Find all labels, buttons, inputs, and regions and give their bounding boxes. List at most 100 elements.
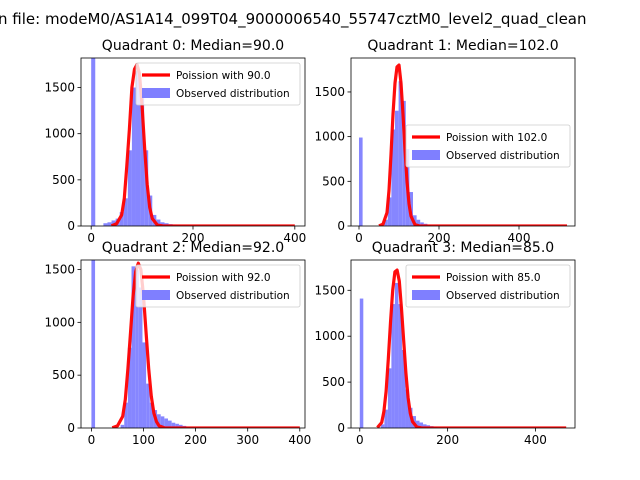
x-tick-label: 400 — [508, 231, 531, 245]
subplot-title: Quadrant 2: Median=92.0 — [102, 240, 284, 256]
histogram-bar — [416, 420, 420, 428]
histogram-bar — [149, 402, 154, 428]
histogram-bar — [175, 423, 179, 428]
histogram-bar — [384, 219, 388, 226]
histogram-bar — [380, 424, 385, 428]
y-tick-label: 500 — [322, 375, 345, 389]
legend-box — [405, 124, 571, 168]
y-tick-label: 1000 — [314, 329, 345, 343]
histogram-bar — [146, 383, 150, 428]
histogram-bar — [160, 416, 165, 428]
histogram-bar — [120, 424, 125, 428]
x-tick-label: 100 — [132, 433, 155, 447]
histogram-bar — [135, 70, 141, 226]
histogram-bar — [157, 414, 161, 428]
y-tick-label: 0 — [337, 219, 345, 233]
histogram-bar — [124, 402, 128, 428]
axes-frame — [80, 259, 306, 429]
legend: Poission with 102.0 Observed distribution — [405, 124, 571, 168]
subplot-title: Quadrant 0: Median=90.0 — [102, 38, 284, 54]
histogram-bar — [127, 347, 132, 428]
histogram-bar — [127, 150, 132, 226]
legend-label: Observed distribution — [176, 88, 290, 100]
x-tick-label: 0 — [88, 433, 96, 447]
histogram-bar — [423, 424, 427, 428]
legend: Poission with 85.0 Observed distribution — [405, 264, 571, 308]
legend-bar-swatch — [412, 150, 440, 160]
histogram-bar — [384, 409, 388, 428]
poisson-curve — [376, 268, 567, 428]
subplot-title: Quadrant 1: Median=102.0 — [367, 38, 558, 54]
histogram-bar — [91, 260, 96, 428]
legend-label: Poission with 92.0 — [176, 272, 271, 284]
y-tick-label: 1500 — [44, 81, 75, 95]
x-tick-label: 200 — [182, 231, 205, 245]
histogram-bar — [131, 266, 136, 428]
histogram-bar — [167, 420, 172, 428]
legend-bar-swatch — [142, 290, 170, 300]
histogram-bar — [156, 219, 161, 226]
y-tick-label: 1000 — [44, 315, 75, 329]
legend-label: Poission with 102.0 — [446, 132, 547, 144]
histogram-bar — [107, 222, 112, 226]
legend-label: Observed distribution — [446, 290, 560, 302]
x-tick-label: 0 — [87, 231, 95, 245]
x-tick-label: 0 — [356, 433, 364, 447]
histogram-bar — [398, 304, 402, 428]
histogram-bar — [164, 418, 168, 428]
histogram-bar — [359, 298, 364, 428]
y-tick-label: 0 — [67, 219, 75, 233]
y-tick-label: 0 — [67, 421, 75, 435]
histogram-bar — [398, 81, 403, 226]
legend-label: Observed distribution — [446, 150, 560, 162]
y-tick-label: 500 — [322, 174, 345, 188]
x-tick-label: 200 — [428, 231, 451, 245]
y-tick-label: 0 — [337, 421, 345, 435]
legend-box — [135, 264, 301, 308]
histogram-bar — [387, 368, 392, 428]
histogram-bar — [394, 282, 399, 428]
x-tick-label: 300 — [236, 433, 259, 447]
x-tick-label: 400 — [283, 231, 306, 245]
histogram-bar — [405, 389, 409, 428]
figure-title: n file: modeM0/AS1A14_099T04_9000006540_… — [0, 10, 587, 28]
legend-bar-swatch — [142, 88, 170, 98]
histogram-bar — [171, 422, 176, 428]
histogram-bar — [419, 422, 424, 428]
histogram-bar — [142, 342, 147, 428]
histogram-bar — [160, 222, 165, 226]
histogram-bars — [91, 260, 194, 428]
subplot-quadrant-0: 0 200 400 0 500 1000 1500 Quadrant 0: Median=90… — [44, 38, 306, 245]
histogram-bar — [131, 87, 136, 226]
histogram-bar — [135, 269, 139, 428]
y-tick-label: 1500 — [314, 85, 345, 99]
y-tick-label: 500 — [52, 173, 75, 187]
subplot-quadrant-3: 0 200 400 0 500 1000 1500 Quadrant 3: Median=85… — [314, 240, 576, 447]
y-tick-label: 1500 — [44, 263, 75, 277]
histogram-bar — [402, 100, 406, 226]
legend-label: Observed distribution — [176, 290, 290, 302]
legend-label: Poission with 90.0 — [176, 70, 271, 82]
axes-frame — [350, 259, 576, 429]
subplot-quadrant-1: 0 200 400 0 500 1000 1500 Quadrant 1: Median=10… — [314, 38, 576, 245]
legend-box — [405, 264, 571, 308]
histogram-bar — [119, 212, 124, 226]
x-tick-label: 0 — [355, 231, 363, 245]
x-tick-label: 400 — [524, 433, 547, 447]
legend-label: Poission with 85.0 — [446, 272, 541, 284]
histogram-bar — [103, 223, 108, 226]
legend-box — [135, 62, 301, 106]
histogram-bar — [138, 287, 143, 428]
subplot-title: Quadrant 3: Median=85.0 — [372, 240, 554, 256]
legend: Poission with 92.0 Observed distribution — [135, 264, 301, 308]
legend: Poission with 90.0 Observed distribution — [135, 62, 301, 106]
histogram-bar — [140, 96, 145, 226]
histogram-bar — [420, 222, 424, 226]
histogram-bar — [359, 137, 363, 226]
y-tick-label: 500 — [52, 368, 75, 382]
y-tick-label: 1000 — [314, 130, 345, 144]
y-tick-label: 1500 — [314, 283, 345, 297]
x-tick-label: 200 — [184, 433, 207, 447]
histogram-bar — [123, 198, 128, 226]
x-tick-label: 400 — [288, 433, 311, 447]
